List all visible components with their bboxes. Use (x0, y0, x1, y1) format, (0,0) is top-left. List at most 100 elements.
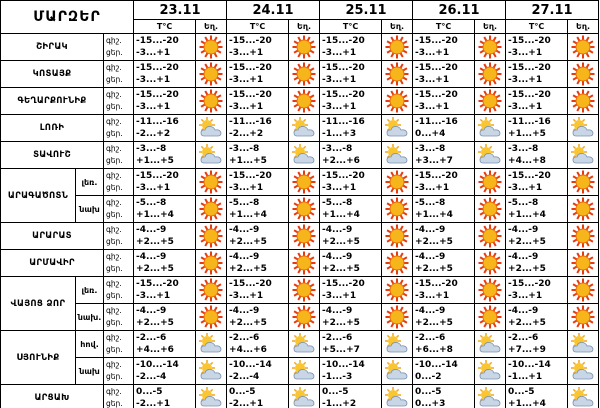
temperature: -15...-20 -3...+1 (226, 168, 290, 196)
weather-icon (474, 114, 507, 142)
partly-cloudy-icon (478, 360, 501, 380)
temperature: -4...-9 +2...+5 (226, 249, 290, 277)
region-name: ԼՈՌԻ (0, 114, 104, 142)
night-temp: 0...-5 (322, 387, 349, 397)
sun-icon (199, 224, 223, 248)
weather-icon (474, 276, 507, 304)
night-temp: -10...-14 (136, 360, 179, 370)
temperature: -10...-14 -2...-4 (133, 357, 197, 385)
temp-header: T°C (412, 19, 476, 34)
day-temp: -2...+2 (229, 129, 264, 139)
weather-icon (288, 60, 321, 88)
day-temp: +2...+5 (229, 237, 267, 247)
night-temp: -11...-16 (136, 117, 179, 127)
day-temp: +1...+4 (229, 210, 267, 220)
partly-cloudy-icon (292, 360, 315, 380)
day-label: ցեր. (106, 318, 123, 327)
partly-cloudy-icon (571, 360, 594, 380)
night-temp: -15...-20 (415, 90, 458, 100)
night-temp: -2...-6 (229, 333, 260, 343)
region-row: ԼՈՌԻ գիշ. ցեր. -11...-16 -2...+2 -11...-16 -2.… (0, 114, 600, 142)
partly-cloudy-icon (199, 360, 222, 380)
region-name: ԿՈՏԱՅՔ (0, 60, 104, 88)
temperature: -15...-20 -3...+1 (505, 60, 569, 88)
temp-header: T°C (226, 19, 290, 34)
night-temp: -15...-20 (415, 171, 458, 181)
weather-icon (381, 33, 414, 61)
region-row: ԱՐՄԱՎԻՐ գիշ. ցեր. -4...-9 +2...+5 -4...-9 +2..… (0, 249, 600, 277)
sun-icon (571, 224, 595, 248)
day-temp: -3...+1 (322, 48, 357, 58)
night-temp: -15...-20 (136, 36, 179, 46)
temperature: -15...-20 -3...+1 (505, 33, 569, 61)
night-temp: -4...-9 (415, 306, 446, 316)
day-temp: -3...+1 (136, 48, 171, 58)
subregion: նախ (75, 357, 104, 385)
sun-icon (199, 251, 223, 275)
night-temp: -15...-20 (322, 36, 365, 46)
sun-icon (571, 251, 595, 275)
day-temp: +2...+5 (508, 264, 546, 274)
night-temp: -15...-20 (415, 63, 458, 73)
temperature: -4...-9 +2...+5 (319, 222, 383, 250)
temperature: -15...-20 -3...+1 (133, 60, 197, 88)
region-row: ՏԱՎՈՒՇ գիշ. ցեր. -3...-8 +1...+5 -3...-8 +1...… (0, 141, 600, 169)
weather-icon (288, 384, 321, 408)
temperature: -15...-20 -3...+1 (133, 33, 197, 61)
weather-icon (195, 141, 228, 169)
temperature: -11...-16 +1...+5 (505, 114, 569, 142)
region-name: ՇԻՐԱԿ (0, 33, 104, 61)
temp-header: T°C (133, 19, 197, 34)
weather-icon (195, 114, 228, 142)
day-temp: -3...+1 (229, 75, 264, 85)
temperature: -2...-6 +4...+6 (226, 330, 290, 358)
day-temp: +4...+8 (508, 156, 546, 166)
sun-icon (292, 35, 316, 59)
partly-cloudy-icon (385, 144, 408, 164)
night-label: գիշ. (106, 360, 122, 369)
night-temp: -15...-20 (508, 63, 551, 73)
night-temp: -4...-9 (136, 306, 167, 316)
night-temp: -3...-8 (322, 144, 353, 154)
night-temp: -15...-20 (229, 171, 272, 181)
partly-cloudy-icon (478, 387, 501, 407)
weather-icon (288, 303, 321, 331)
night-temp: -4...-9 (136, 225, 167, 235)
day-temp: -1...+3 (322, 129, 357, 139)
temperature: -3...-8 +3...+7 (412, 141, 476, 169)
night-temp: -15...-20 (136, 90, 179, 100)
night-temp: -4...-9 (322, 252, 353, 262)
date: 24.11 (226, 0, 321, 20)
day-temp: -1...+1 (508, 372, 543, 382)
weather-header: Եղ. (195, 19, 228, 34)
weather-icon (381, 195, 414, 223)
day-temp: -3...+1 (508, 183, 543, 193)
day-temp: +2...+5 (508, 237, 546, 247)
weather-icon (195, 357, 228, 385)
weather-icon (474, 168, 507, 196)
region-row: ԿՈՏԱՅՔ գիշ. ցեր. -15...-20 -3...+1 -15...-20-… (0, 60, 600, 88)
temperature: -15...-20 -3...+1 (226, 276, 290, 304)
day-temp: -3...+1 (415, 75, 450, 85)
sun-icon (571, 170, 595, 194)
night-temp: -4...-9 (415, 225, 446, 235)
day-temp: -3...+1 (136, 75, 171, 85)
night-temp: -5...-8 (322, 198, 353, 208)
sun-icon (385, 278, 409, 302)
weather-icon (288, 87, 321, 115)
day-label: ցեր. (106, 156, 123, 165)
temperature: -15...-20 -3...+1 (226, 87, 290, 115)
day-temp: +1...+4 (415, 210, 453, 220)
partly-cloudy-icon (292, 117, 315, 137)
day-temp: +2...+5 (136, 237, 174, 247)
night-temp: -4...-9 (415, 252, 446, 262)
day-label: ցեր. (106, 399, 123, 408)
day-temp: +2...+5 (136, 264, 174, 274)
subheader-row: T°C Եղ. T°C Եղ. T°C Եղ. T°C Եղ. T°C Եղ. (1, 19, 600, 34)
region-name: ԱՐԱՐԱՏ (0, 222, 104, 250)
temperature: -10...-14 0...-2 (412, 357, 476, 385)
weather-icon (195, 303, 228, 331)
region-row: ԱՐԱԳԱԾՈՏՆ լեռ. գիշ. ցեր. -15...-20 -3...+1 -15… (0, 168, 600, 223)
temperature: 0...-5 +1...+4 (505, 384, 569, 408)
